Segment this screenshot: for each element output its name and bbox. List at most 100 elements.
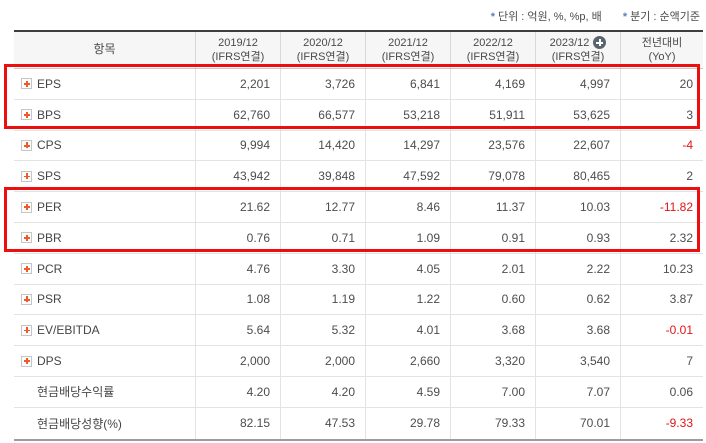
row-label: DPS xyxy=(37,354,62,369)
year-header-period-line: 2021/12 xyxy=(388,36,428,50)
row-label: BPS xyxy=(37,107,62,122)
value-cell: 4.76 xyxy=(195,253,280,284)
yoy-value-cell: 2.32 xyxy=(620,222,703,253)
yoy-value-cell: -9.33 xyxy=(620,407,703,439)
value-cell: 3,320 xyxy=(450,346,535,376)
expand-plus-icon[interactable] xyxy=(21,139,32,151)
row-label-cell: EPS xyxy=(14,69,195,99)
column-header-year: 2023/12 (IFRS연결) xyxy=(535,32,620,68)
year-header-period: 2020/12 xyxy=(303,36,343,49)
column-header-yoy: 전년대비 (YoY) xyxy=(620,32,703,68)
table-row: PCR 4.76 3.30 4.05 2.01 2.22 10.23 xyxy=(14,253,703,285)
value-cell: 8.46 xyxy=(365,192,450,222)
yoy-header-line2: (YoY) xyxy=(648,51,676,63)
table-row: EPS 2,201 3,726 6,841 4,169 4,997 20 xyxy=(14,69,703,100)
row-label-cell: PER xyxy=(14,192,195,222)
value-cell: 79.33 xyxy=(450,407,535,439)
expand-plus-icon[interactable] xyxy=(21,109,32,121)
yoy-header-line1: 전년대비 xyxy=(641,36,683,49)
column-header-year: 2022/12 (IFRS연결) xyxy=(450,32,535,68)
basis-note: * 분기 : 순액기준 xyxy=(623,11,700,23)
expand-plus-icon[interactable] xyxy=(21,78,32,90)
row-label-cell: PSR xyxy=(14,285,195,315)
row-label-cell: SPS xyxy=(14,161,195,191)
table-body: EPS 2,201 3,726 6,841 4,169 4,997 20 BPS 62,760 6… xyxy=(14,69,703,439)
value-cell: 22,607 xyxy=(535,130,620,161)
value-cell: 51,911 xyxy=(450,99,535,130)
value-cell: 0.62 xyxy=(535,284,620,315)
value-cell: 6,841 xyxy=(365,69,450,99)
value-cell: 4.05 xyxy=(365,253,450,284)
value-cell: 4,169 xyxy=(450,69,535,99)
yoy-value-cell: -0.01 xyxy=(620,315,703,346)
value-cell: 11.37 xyxy=(450,192,535,222)
value-cell: 70.01 xyxy=(535,407,620,439)
expand-plus-icon[interactable] xyxy=(21,201,32,213)
table-row: PBR 0.76 0.71 1.09 0.91 0.93 2.32 xyxy=(14,222,703,254)
row-label: CPS xyxy=(37,138,62,153)
expand-plus-icon[interactable] xyxy=(21,232,32,244)
financial-ratio-table: 항목 2019/12 (IFRS연결) 2020/12 (IFRS연결) 2021/12… xyxy=(14,30,703,441)
year-header-period: 2021/12 xyxy=(388,36,428,49)
value-cell: 12.77 xyxy=(280,192,365,222)
yoy-value-cell: 2 xyxy=(620,161,703,192)
value-cell: 3.68 xyxy=(450,315,535,346)
table-row: 현금배당수익률 4.20 4.20 4.59 7.00 7.07 0.06 xyxy=(14,376,703,408)
value-cell: 23,576 xyxy=(450,130,535,161)
value-cell: 39,848 xyxy=(280,161,365,192)
expand-plus-icon[interactable] xyxy=(21,293,32,305)
table-notes: * 단위 : 억원, %, %p, 배 * 분기 : 순액기준 xyxy=(473,8,700,24)
value-cell: 0.93 xyxy=(535,222,620,253)
yoy-value-cell: 0.06 xyxy=(620,376,703,407)
yoy-value-cell: 10.23 xyxy=(620,253,703,284)
value-cell: 62,760 xyxy=(195,99,280,130)
row-label-cell: 현금배당수익률 xyxy=(14,377,195,407)
year-header-period: 2022/12 xyxy=(473,36,513,49)
year-header-period: 2023/12 xyxy=(549,36,590,49)
value-cell: 5.64 xyxy=(195,315,280,346)
year-header-standard: (IFRS연결) xyxy=(381,51,435,63)
year-header-period-line: 2020/12 xyxy=(303,36,343,50)
value-cell: 82.15 xyxy=(195,407,280,439)
value-cell: 0.91 xyxy=(450,222,535,253)
row-label: SPS xyxy=(37,169,62,184)
expand-plus-icon[interactable] xyxy=(21,170,32,182)
value-cell: 4.20 xyxy=(280,376,365,407)
column-header-year: 2020/12 (IFRS연결) xyxy=(280,32,365,68)
value-cell: 1.09 xyxy=(365,222,450,253)
value-cell: 3.68 xyxy=(535,315,620,346)
value-cell: 47.53 xyxy=(280,407,365,439)
expand-plus-icon[interactable] xyxy=(21,355,32,367)
year-header-period-line: 2022/12 xyxy=(473,36,513,50)
value-cell: 14,420 xyxy=(280,130,365,161)
value-cell: 43,942 xyxy=(195,161,280,192)
value-cell: 7.07 xyxy=(535,376,620,407)
value-cell: 4,997 xyxy=(535,69,620,99)
column-header-item: 항목 xyxy=(93,42,116,57)
basis-note-text: 분기 : 순액기준 xyxy=(630,11,700,23)
table-row: CPS 9,994 14,420 14,297 23,576 22,607 -4 xyxy=(14,130,703,162)
row-label-cell: 현금배당성향(%) xyxy=(14,408,195,439)
unit-note: * 단위 : 억원, %, %p, 배 xyxy=(491,11,602,23)
asterisk: * xyxy=(622,11,628,23)
table-row: SPS 43,942 39,848 47,592 79,078 80,465 2 xyxy=(14,161,703,193)
year-header-period: 2019/12 xyxy=(218,36,258,49)
row-label-cell: PBR xyxy=(14,223,195,253)
year-header-standard: (IFRS연결) xyxy=(551,51,605,63)
expand-plus-icon[interactable] xyxy=(21,324,32,336)
value-cell: 2,000 xyxy=(280,346,365,376)
expand-plus-icon[interactable] xyxy=(21,263,32,275)
year-header-period-line: 2019/12 xyxy=(218,36,258,50)
value-cell: 0.60 xyxy=(450,284,535,315)
value-cell: 4.20 xyxy=(195,376,280,407)
table-header: 항목 2019/12 (IFRS연결) 2020/12 (IFRS연결) 2021/12… xyxy=(14,32,703,69)
value-cell: 1.08 xyxy=(195,284,280,315)
value-cell: 29.78 xyxy=(365,407,450,439)
value-cell: 2.01 xyxy=(450,253,535,284)
column-header-year: 2019/12 (IFRS연결) xyxy=(195,32,280,68)
yoy-value-cell: 3.87 xyxy=(620,284,703,315)
value-cell: 79,078 xyxy=(450,161,535,192)
year-header-standard: (IFRS연결) xyxy=(211,51,265,63)
add-column-icon[interactable] xyxy=(593,36,607,50)
value-cell: 4.01 xyxy=(365,315,450,346)
